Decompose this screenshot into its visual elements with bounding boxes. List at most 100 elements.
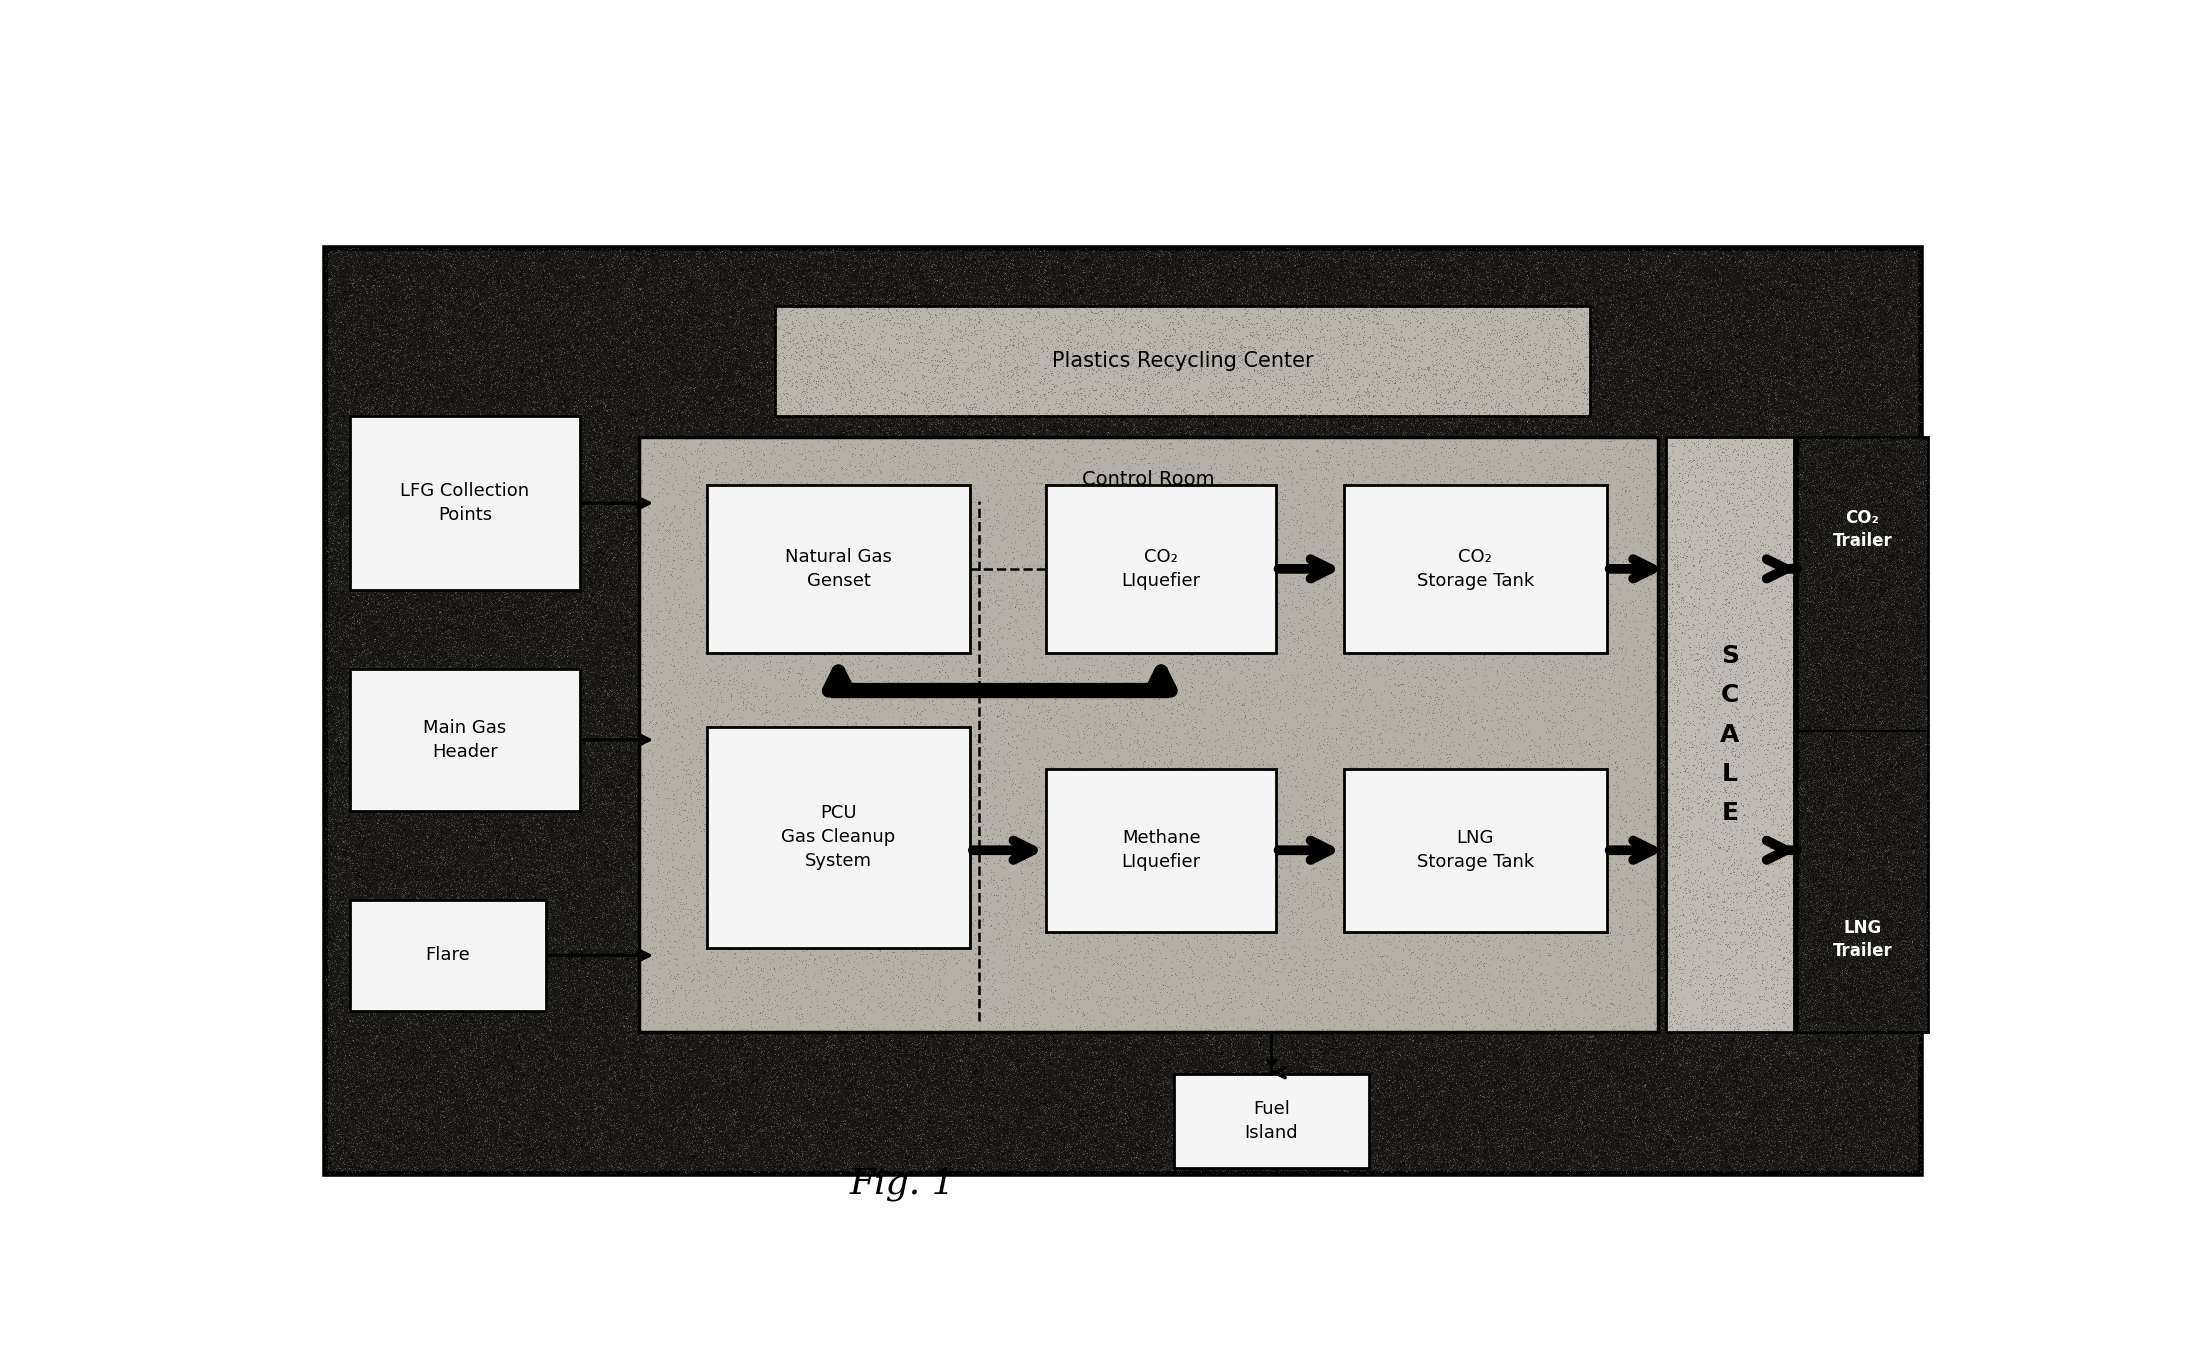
Point [977, 683, 1012, 705]
Point [1383, 1041, 1418, 1063]
Point [1580, 749, 1615, 770]
Point [1591, 744, 1626, 766]
Point [1043, 855, 1078, 877]
Point [870, 835, 905, 856]
Point [1380, 245, 1415, 266]
Point [925, 1160, 960, 1182]
Point [1310, 447, 1345, 469]
Point [872, 676, 907, 698]
Point [379, 900, 414, 922]
Point [1593, 843, 1628, 865]
Point [1354, 415, 1389, 437]
Point [706, 489, 741, 511]
Point [1343, 530, 1378, 552]
Point [1766, 253, 1801, 275]
Point [1724, 800, 1759, 822]
Point [353, 820, 388, 841]
Point [1453, 608, 1488, 630]
Point [1821, 896, 1856, 918]
Point [546, 855, 581, 877]
Point [1155, 374, 1190, 396]
Point [1271, 421, 1306, 443]
Point [386, 710, 421, 732]
Point [532, 687, 567, 709]
Point [1694, 828, 1729, 850]
Point [802, 973, 837, 994]
Point [1337, 1059, 1372, 1081]
Point [1295, 1041, 1330, 1063]
Point [646, 437, 681, 459]
Point [1525, 619, 1560, 641]
Point [1808, 766, 1843, 788]
Point [1280, 463, 1315, 485]
Point [1516, 428, 1551, 449]
Point [758, 510, 793, 531]
Point [1247, 1128, 1282, 1150]
Point [1244, 1027, 1280, 1049]
Point [1056, 503, 1091, 525]
Point [1214, 1005, 1249, 1027]
Point [876, 1007, 911, 1029]
Point [1328, 851, 1363, 873]
Point [951, 777, 986, 799]
Point [854, 791, 890, 813]
Point [1840, 421, 1875, 443]
Point [854, 747, 890, 769]
Point [1166, 497, 1201, 519]
Point [414, 807, 449, 829]
Point [1091, 832, 1126, 854]
Point [1501, 992, 1536, 1014]
Point [1819, 902, 1854, 923]
Point [738, 960, 773, 982]
Point [1847, 515, 1882, 537]
Point [1142, 639, 1177, 661]
Point [620, 908, 655, 930]
Point [738, 392, 773, 414]
Point [427, 342, 462, 363]
Point [1825, 1029, 1860, 1050]
Point [390, 500, 425, 522]
Point [1488, 847, 1523, 869]
Point [1188, 943, 1223, 964]
Point [824, 750, 859, 772]
Point [844, 881, 879, 903]
Point [1534, 646, 1569, 668]
Point [1398, 839, 1433, 861]
Point [1573, 1096, 1608, 1117]
Point [1280, 336, 1315, 358]
Point [1282, 854, 1317, 876]
Point [918, 923, 953, 945]
Point [320, 458, 355, 479]
Point [1201, 1008, 1236, 1030]
Point [1529, 437, 1564, 459]
Point [1135, 548, 1170, 570]
Point [1185, 541, 1220, 563]
Point [1551, 525, 1586, 546]
Point [1157, 359, 1192, 381]
Point [914, 785, 949, 807]
Point [388, 527, 423, 549]
Point [1748, 510, 1783, 531]
Point [1810, 911, 1845, 933]
Point [364, 1027, 399, 1049]
Point [583, 1113, 618, 1135]
Point [1871, 1078, 1906, 1100]
Point [440, 238, 475, 260]
Point [646, 478, 681, 500]
Point [1838, 477, 1873, 499]
Point [401, 669, 436, 691]
Point [1459, 1152, 1494, 1173]
Point [887, 542, 922, 564]
Point [782, 702, 817, 724]
Point [646, 348, 681, 370]
Point [1295, 467, 1330, 489]
Point [1781, 515, 1816, 537]
Point [835, 657, 870, 679]
Point [1315, 964, 1350, 986]
Point [342, 703, 377, 725]
Point [662, 1019, 697, 1041]
Point [1163, 611, 1198, 632]
Point [1485, 437, 1521, 459]
Point [1374, 900, 1409, 922]
Point [515, 245, 550, 266]
